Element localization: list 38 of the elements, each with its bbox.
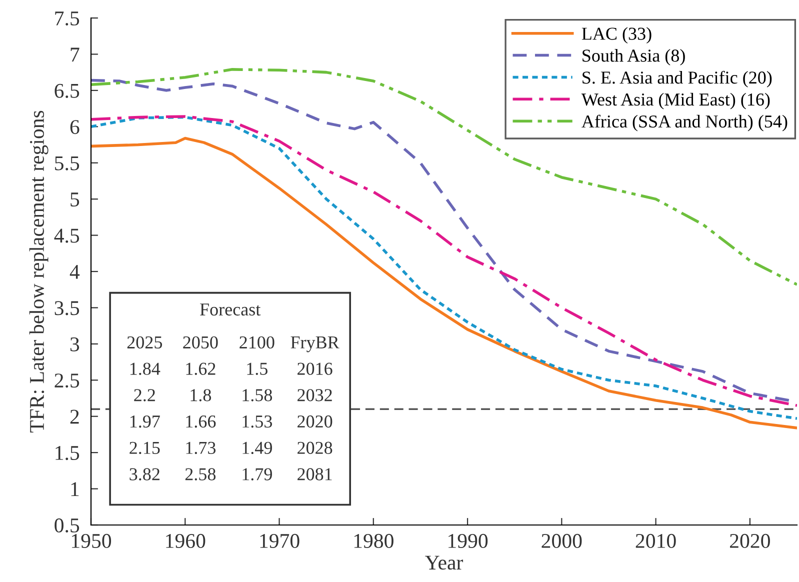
y-tick-label: 6	[70, 120, 80, 134]
y-tick-label: 3	[70, 337, 80, 352]
y-tick-label: 4.5	[54, 228, 80, 243]
y-tick-label: 5	[70, 192, 80, 207]
text: 3.82 2.58 1.79 2081	[130, 468, 332, 480]
y-tick-label: 2.5	[54, 374, 80, 388]
y-tick-label: 5.5	[55, 156, 80, 170]
y-tick-label: 7	[70, 48, 80, 62]
x-tick-label: 2020	[730, 534, 770, 548]
x-tick-label: 1980	[354, 534, 394, 548]
y-tick-label: 4	[70, 265, 80, 279]
y-tick-label: 6.5	[54, 84, 80, 98]
text: 2.2 1.8 1.58 2032	[134, 389, 332, 402]
y-tick-label: 1	[71, 482, 79, 496]
line-series	[91, 68, 797, 286]
legend-label: West Asia (Mid East) (16)	[581, 92, 770, 110]
y-axis-title: TFR: Later below replacement regions	[29, 110, 48, 433]
text: 2.15 1.73 1.49 2028	[130, 442, 332, 454]
x-tick-label: 2000	[542, 534, 582, 548]
text: 2025 2050 2100 FryBR	[127, 336, 340, 352]
y-tick-label: 7.5	[55, 12, 80, 26]
y-tick-label: 3.5	[54, 301, 80, 316]
x-tick-label: 1990	[448, 534, 488, 548]
legend-label: LAC (33)	[582, 27, 652, 44]
text: 1.84 1.62 1.5 2016	[130, 362, 332, 375]
y-tick-label: 1.5	[56, 446, 80, 460]
x-tick-label: 2010	[636, 534, 676, 548]
y-tick-label: 2	[70, 410, 79, 424]
x-tick-label: 1950	[72, 534, 112, 548]
legend-label: Africa (SSA and North) (54)	[582, 114, 788, 132]
annotation: Forecast	[200, 304, 261, 316]
x-axis-title: Year	[425, 556, 464, 570]
legend-label: S. E. Asia and Pacific (20)	[582, 70, 772, 88]
x-tick-label: 1960	[166, 534, 206, 548]
x-tick-label: 1970	[260, 534, 300, 548]
legend-label: South Asia (8)	[582, 49, 685, 66]
y-tick-label: 0.5	[54, 518, 80, 533]
text: 1.97 1.66 1.53 2020	[130, 415, 332, 428]
